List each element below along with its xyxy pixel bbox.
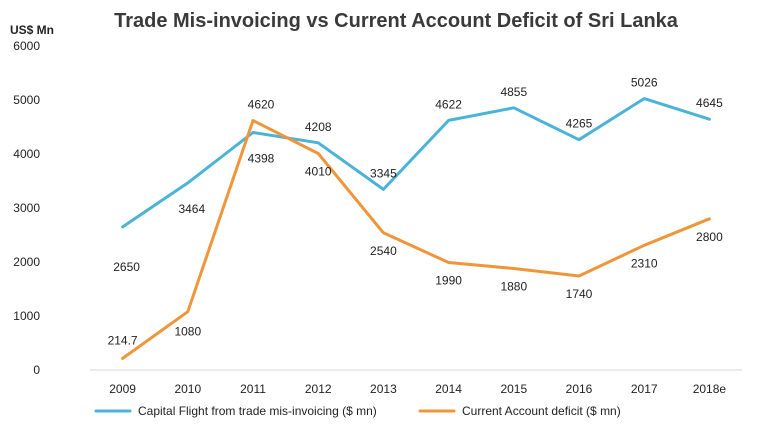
x-tick-label: 2012 — [305, 382, 332, 396]
y-axis-unit-label: US$ Mn — [10, 23, 54, 37]
chart-title: Trade Mis-invoicing vs Current Account D… — [114, 10, 679, 32]
data-label: 3464 — [178, 202, 205, 216]
data-label: 4208 — [305, 120, 332, 134]
data-label: 1880 — [500, 279, 527, 293]
x-tick-label: 2013 — [370, 382, 397, 396]
data-label: 3345 — [370, 166, 397, 180]
data-label: 1990 — [435, 274, 462, 288]
x-tick-label: 2009 — [109, 382, 136, 396]
data-label: 2800 — [696, 230, 723, 244]
data-label: 4645 — [696, 96, 723, 110]
data-label: 4622 — [435, 97, 462, 111]
x-tick-label: 2011 — [240, 382, 266, 396]
data-label: 1740 — [566, 287, 593, 301]
legend-label-1: Current Account deficit ($ mn) — [462, 404, 621, 418]
y-tick-label: 1000 — [13, 309, 40, 323]
y-tick-label: 6000 — [13, 39, 40, 53]
series-line-1 — [121, 119, 711, 360]
y-tick-label: 2000 — [13, 255, 40, 269]
x-tick-label: 2015 — [500, 382, 527, 396]
data-label: 5026 — [631, 76, 658, 90]
data-label: 2310 — [631, 256, 658, 270]
y-tick-label: 3000 — [13, 201, 40, 215]
data-label: 4398 — [248, 152, 275, 166]
x-tick-label: 2010 — [174, 382, 201, 396]
x-tick-label: 2017 — [631, 382, 658, 396]
y-tick-label: 5000 — [13, 93, 40, 107]
data-label: 4620 — [248, 98, 275, 112]
x-tick-label: 2014 — [435, 382, 462, 396]
data-label: 2650 — [113, 260, 140, 274]
x-tick-label: 2018e — [693, 382, 727, 396]
y-tick-label: 4000 — [13, 147, 40, 161]
data-label: 4855 — [500, 85, 527, 99]
data-label: 2540 — [370, 244, 397, 258]
data-label: 214.7 — [108, 333, 138, 347]
data-label: 1080 — [174, 325, 201, 339]
series-line-0 — [121, 97, 711, 229]
data-label: 4265 — [566, 117, 593, 131]
y-tick-label: 0 — [33, 363, 40, 377]
data-label: 4010 — [305, 164, 332, 178]
legend-label-0: Capital Flight from trade mis-invoicing … — [138, 404, 377, 418]
x-tick-label: 2016 — [566, 382, 593, 396]
